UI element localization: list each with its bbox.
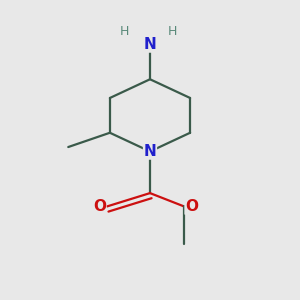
- Text: N: N: [144, 37, 156, 52]
- Text: O: O: [185, 199, 198, 214]
- Text: N: N: [144, 144, 156, 159]
- Text: H: H: [168, 25, 177, 38]
- Text: O: O: [93, 199, 106, 214]
- Text: H: H: [120, 25, 129, 38]
